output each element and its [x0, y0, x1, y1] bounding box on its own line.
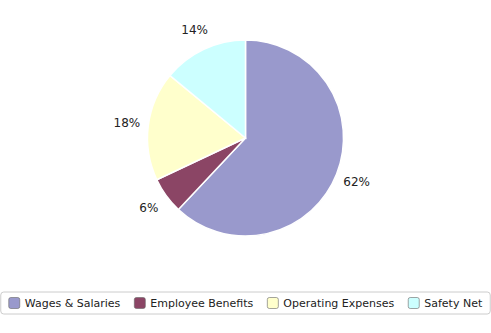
- data-label: 62%: [343, 175, 370, 189]
- legend-label: Employee Benefits: [150, 297, 253, 310]
- pie-slice: [170, 40, 246, 138]
- legend-box: [1, 292, 490, 314]
- legend-label: Safety Net: [424, 297, 483, 310]
- data-label: 18%: [114, 116, 141, 130]
- data-label: 6%: [139, 201, 158, 215]
- legend-swatch: [9, 298, 20, 309]
- data-labels: 62% 6% 18% 14%: [114, 23, 370, 215]
- legend-item: Operating Expenses: [267, 297, 394, 310]
- legend-label: Operating Expenses: [283, 297, 394, 310]
- legend-item: Employee Benefits: [134, 297, 253, 310]
- chart: 62% 6% 18% 14% Wages & Salaries Employee Bene…: [0, 0, 491, 333]
- legend-item: Wages & Salaries: [9, 297, 121, 310]
- slices: [148, 40, 344, 236]
- legend-swatch: [134, 298, 145, 309]
- legend-swatch: [408, 298, 419, 309]
- legend-item: Safety Net: [408, 297, 483, 310]
- legend: Wages & Salaries Employee Benefits Operati…: [1, 292, 490, 314]
- data-label: 14%: [181, 23, 208, 37]
- legend-label: Wages & Salaries: [25, 297, 121, 310]
- legend-swatch: [267, 298, 278, 309]
